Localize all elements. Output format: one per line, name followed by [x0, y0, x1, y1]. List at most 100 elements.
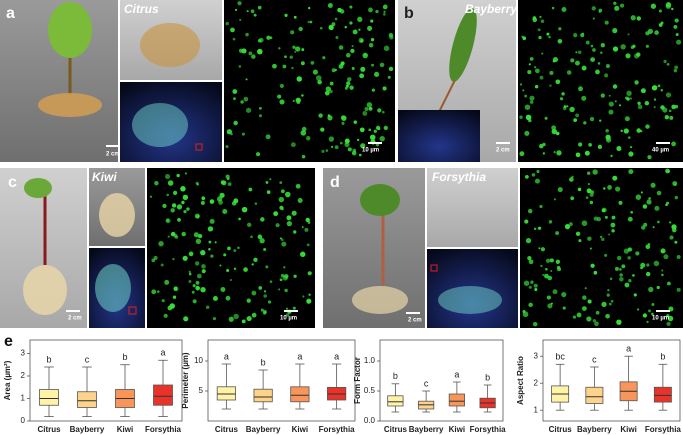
fluorescence-dot: [657, 220, 660, 224]
fluorescence-dot: [612, 46, 619, 52]
fluorescence-dot: [616, 319, 622, 325]
box: [653, 386, 672, 403]
fluorescence-dot: [253, 13, 257, 17]
fluorescence-dot: [257, 234, 263, 240]
fluorescence-dot: [350, 48, 355, 54]
fluorescence-dot: [671, 7, 674, 11]
fluorescence-dot: [552, 57, 559, 63]
fluorescence-dot: [591, 6, 596, 11]
fluorescence-dot: [256, 152, 261, 157]
fluorescence-dot: [578, 50, 582, 54]
fluorescence-dot: [251, 54, 256, 59]
fluorescence-dot: [312, 69, 318, 75]
fluorescence-dot: [358, 37, 364, 43]
fluorescence-dot: [263, 311, 267, 315]
fluorescence-dot: [605, 128, 609, 133]
fluorescence-dot: [241, 319, 246, 324]
y-tick-label: 0: [21, 416, 26, 425]
fluorescence-dot: [358, 28, 361, 31]
fluorescence-dot: [212, 296, 218, 301]
species-name: Bayberry: [465, 2, 518, 16]
fluorescence-dot: [536, 170, 540, 174]
fluorescence-dot: [176, 204, 183, 210]
box: [253, 388, 273, 403]
fluorescence-dot: [191, 290, 195, 294]
fluorescence-dot: [542, 273, 545, 277]
x-tick-label: Bayberry: [577, 425, 612, 434]
fluorescence-dot: [166, 193, 169, 197]
x-tick-label: Forsythia: [645, 425, 682, 434]
fluorescence-dot: [604, 253, 608, 257]
fluorescence-dot: [597, 62, 601, 65]
fluorescence-dot: [388, 66, 394, 72]
fluorescence-dot: [158, 240, 164, 247]
fluorescence-dot: [194, 261, 200, 266]
fluorescence-dot: [547, 303, 553, 309]
fluorescence-dot: [176, 173, 180, 178]
fluorescence-dot: [653, 260, 660, 267]
fluorescence-dot: [549, 84, 552, 87]
y-tick-label: 0.5: [364, 386, 376, 395]
fluorescence-dot: [293, 274, 297, 278]
fluorescence-dot: [542, 142, 546, 147]
fluorescence-dot: [245, 32, 249, 37]
fluorescence-dot: [547, 275, 553, 281]
box-plots: Area (µm²) 0 1 2 3 b Citrus c Bayberry b Kiwi a Fors…: [3, 339, 682, 434]
micrograph: [518, 0, 683, 162]
fluorescence-dot: [578, 142, 583, 147]
fluorescence-dot: [662, 107, 668, 113]
fluorescence-dot: [592, 169, 598, 175]
x-tick-label: Citrus: [37, 425, 61, 434]
fluorescence-dot: [581, 220, 588, 227]
significance-letter: b: [261, 357, 266, 367]
fluorescence-dot: [529, 95, 535, 101]
fluorescence-dot: [528, 302, 533, 308]
fluorescence-dot: [219, 264, 222, 267]
fluorescence-dot: [594, 321, 599, 327]
fluorescence-dot: [195, 281, 200, 285]
fluorescence-dot: [192, 299, 197, 304]
fluorescence-dot: [351, 67, 355, 70]
fluorescence-dot: [163, 313, 168, 318]
fluorescence-dot: [341, 121, 345, 125]
scale-bar-label: 2 cm: [106, 152, 120, 158]
fluorescence-dot: [382, 4, 388, 10]
fluorescence-dot: [605, 313, 610, 319]
fluorescence-dot: [524, 130, 530, 136]
fluorescence-dot: [550, 302, 553, 305]
fluorescence-dot: [523, 280, 530, 286]
fluorescence-dot: [628, 279, 632, 283]
fluorescence-dot: [553, 151, 556, 154]
fluorescence-dot: [165, 218, 171, 224]
fluorescence-dot: [556, 150, 562, 156]
fluorescence-dot: [347, 147, 352, 152]
fluorescence-dot: [587, 236, 592, 241]
fluorescence-dot: [286, 220, 292, 227]
fluorescence-dot: [675, 33, 679, 37]
fluorescence-dot: [608, 101, 614, 107]
fluorescence-dot: [557, 265, 561, 269]
fluorescence-dot: [646, 320, 649, 324]
scale-bar-label: 2 cm: [496, 148, 510, 154]
fluorescence-dot: [557, 38, 563, 44]
fluorescence-dot: [227, 182, 232, 187]
fluorescence-dot: [559, 97, 564, 101]
fluorescence-dot: [555, 259, 561, 264]
fluorescence-dot: [182, 255, 188, 261]
fluorescence-dot: [570, 58, 575, 63]
fluorescence-dot: [180, 186, 186, 192]
fluorescence-dot: [667, 315, 674, 322]
fluorescence-dot: [382, 86, 387, 91]
fluorescence-dot: [674, 65, 679, 70]
fluorescence-dot: [188, 270, 191, 274]
fluorescence-dot: [614, 266, 619, 271]
fluorescence-dot: [193, 232, 199, 238]
fluorescence-dot: [533, 66, 537, 69]
fluorescence-dot: [200, 287, 206, 293]
fluorescence-dot: [167, 180, 174, 186]
fluorescence-dot: [561, 92, 565, 96]
fluorescence-dot: [616, 255, 622, 261]
fluorescence-dot: [630, 146, 633, 149]
fluorescence-dot: [627, 256, 631, 260]
roots: [99, 193, 135, 237]
